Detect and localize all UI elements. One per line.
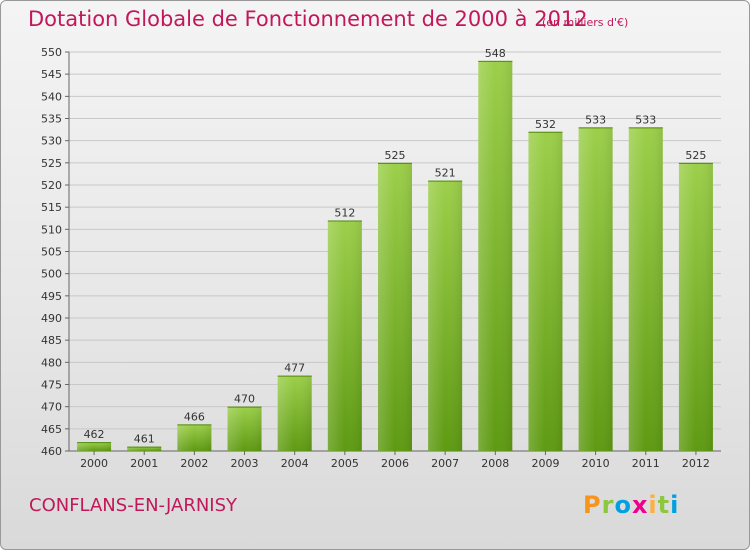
y-tick-label: 505: [41, 246, 62, 259]
y-tick-label: 465: [41, 423, 62, 436]
y-tick-label: 535: [41, 113, 62, 126]
x-tick-label: 2001: [130, 457, 158, 470]
value-label: 548: [485, 47, 506, 60]
y-tick-label: 495: [41, 290, 62, 303]
value-label: 521: [435, 167, 456, 180]
bar-shade: [277, 375, 312, 451]
y-tick-label: 545: [41, 68, 62, 81]
y-tick-label: 525: [41, 157, 62, 170]
bar-shade: [528, 131, 563, 452]
value-label: 525: [385, 149, 406, 162]
y-tick-label: 520: [41, 179, 62, 192]
x-tick-label: 2004: [281, 457, 309, 470]
bars: [77, 60, 713, 452]
value-label: 525: [685, 149, 706, 162]
commune-name: CONFLANS-EN-JARNISY: [29, 495, 238, 516]
value-label: 533: [635, 113, 656, 126]
chart-subtitle: (en milliers d'€): [542, 16, 629, 29]
bar-shade: [378, 162, 412, 452]
x-tick-label: 2008: [481, 457, 509, 470]
x-tick-label: 2002: [180, 457, 208, 470]
logo-letter: o: [614, 491, 632, 519]
logo-letter: i: [648, 491, 658, 519]
value-label: 477: [284, 362, 305, 375]
value-label: 533: [585, 113, 606, 126]
bar-shade: [478, 60, 513, 451]
y-tick-label: 460: [41, 445, 62, 458]
proxiti-logo: Proxiti: [583, 491, 679, 519]
y-tick-label: 475: [41, 379, 62, 392]
logo-letter: x: [631, 491, 649, 519]
y-tick-label: 515: [41, 201, 62, 214]
x-tick-label: 2006: [381, 457, 409, 470]
logo-letter: i: [670, 491, 680, 519]
bar-shade: [177, 424, 212, 451]
y-tick-label: 485: [41, 334, 62, 347]
x-tick-label: 2000: [80, 457, 108, 470]
y-tick-label: 490: [41, 312, 62, 325]
y-tick-label: 530: [41, 135, 62, 148]
bar-shade: [227, 406, 262, 451]
bar-shade: [678, 162, 713, 452]
y-tick-label: 540: [41, 90, 62, 103]
logo-letter: r: [601, 491, 615, 519]
x-tick-label: 2011: [632, 457, 660, 470]
x-tick-label: 2010: [582, 457, 610, 470]
value-label: 532: [535, 118, 556, 131]
x-tick-label: 2012: [682, 457, 710, 470]
bar-shade: [428, 180, 463, 452]
y-tick-label: 550: [41, 46, 62, 59]
value-label: 466: [184, 410, 205, 423]
bar-shade: [327, 220, 362, 451]
y-tick-label: 500: [41, 268, 62, 281]
value-label: 470: [234, 393, 255, 406]
logo-letter: P: [583, 491, 602, 519]
value-label: 462: [84, 428, 105, 441]
bar-shade: [77, 442, 112, 451]
x-tick-label: 2009: [531, 457, 559, 470]
y-tick-label: 510: [41, 223, 62, 236]
value-label: 512: [334, 206, 355, 219]
bar-shade: [628, 127, 663, 451]
bar-shade: [578, 127, 613, 451]
value-label: 461: [134, 433, 155, 446]
y-tick-label: 470: [41, 401, 62, 414]
bar-shade: [127, 446, 162, 451]
logo-letter: t: [657, 491, 671, 519]
y-tick-label: 480: [41, 356, 62, 369]
x-tick-label: 2003: [231, 457, 259, 470]
x-tick-label: 2005: [331, 457, 359, 470]
x-tick-label: 2007: [431, 457, 459, 470]
chart-title: Dotation Globale de Fonctionnement de 20…: [28, 7, 588, 31]
labels: 460 465 470 475 480 485 490 495 500 505 510 515 520 5…: [41, 46, 710, 470]
